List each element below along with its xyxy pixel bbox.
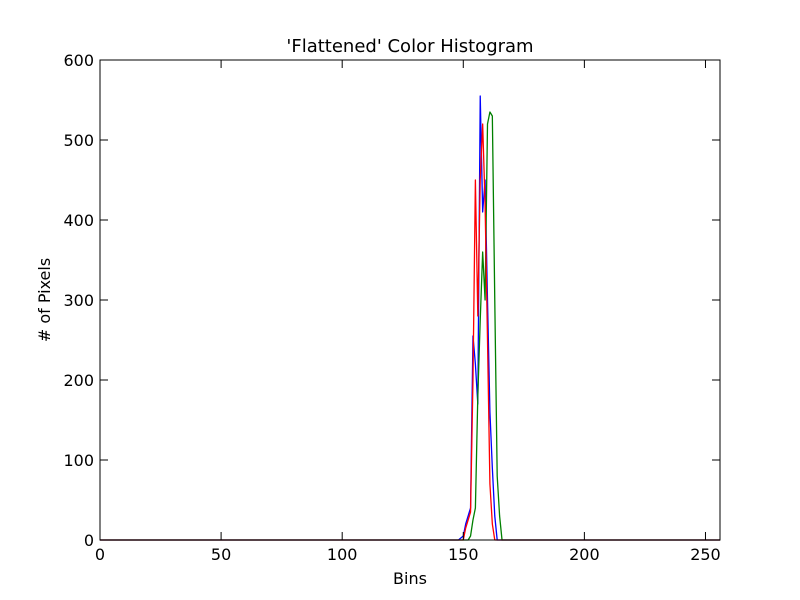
y-tick-label: 300 [63,291,94,310]
x-tick-label: 200 [569,545,600,564]
x-tick-label: 250 [690,545,721,564]
series-line-0 [100,95,720,541]
series-line-2 [100,123,720,541]
x-axis-label: Bins [393,569,427,588]
y-axis-label: # of Pixels [35,258,54,342]
x-tick-label: 100 [327,545,358,564]
x-axis-ticks: 0 50 100 150 200 250 [95,60,721,564]
y-tick-label: 600 [63,51,94,70]
y-tick-label: 500 [63,131,94,150]
chart-title: 'Flattened' Color Histogram [286,36,533,57]
y-tick-label: 100 [63,451,94,470]
x-tick-label: 0 [95,545,105,564]
series-line-1 [100,111,720,541]
y-tick-label: 400 [63,211,94,230]
y-tick-label: 0 [84,531,94,550]
x-tick-label: 150 [448,545,479,564]
y-tick-label: 200 [63,371,94,390]
x-tick-label: 50 [211,545,231,564]
y-axis-ticks: 0 100 200 300 400 500 600 [63,51,720,550]
series-layer [100,95,720,541]
plot-frame [99,59,721,541]
